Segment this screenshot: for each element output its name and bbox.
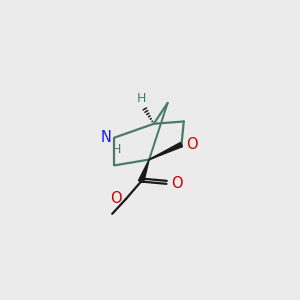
Text: N: N — [100, 130, 111, 145]
Text: H: H — [112, 143, 122, 156]
Text: O: O — [110, 191, 122, 206]
Text: H: H — [136, 92, 146, 105]
Polygon shape — [138, 160, 149, 182]
Text: O: O — [172, 176, 183, 191]
Text: O: O — [187, 136, 198, 152]
Polygon shape — [149, 142, 182, 160]
